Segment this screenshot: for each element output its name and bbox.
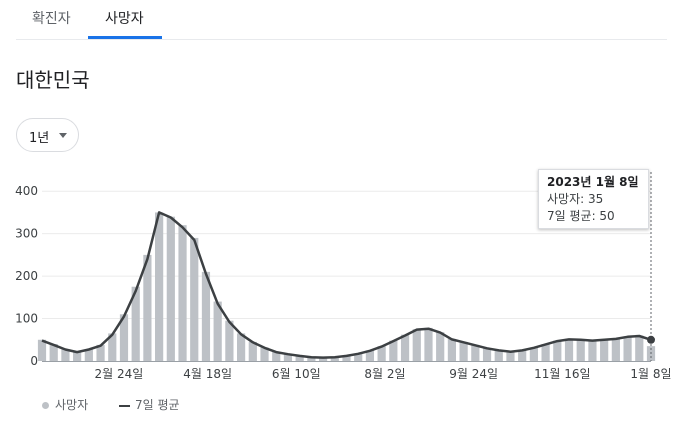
x-tick-label: 9월 24일 [449,367,498,381]
death-bar [600,339,609,361]
death-bar [553,340,562,361]
death-bar [541,344,550,361]
death-bar [518,350,527,361]
death-bar [84,349,93,361]
daily-deaths-bars [37,212,656,361]
death-bar [260,347,269,361]
death-bar [389,340,398,361]
death-bar [143,254,152,361]
death-bar [236,333,246,361]
death-bar [588,340,597,361]
y-axis-ticks: 0 100 200 300 400 [15,184,38,368]
death-bar [506,351,515,361]
data-tooltip: 2023년 1월 8일 사망자: 35 7일 평균: 50 [538,169,649,229]
death-bar [354,353,363,361]
line-legend-swatch [119,405,130,407]
x-axis-ticks: 2월 24일 4월 18일 6월 10일 8월 2일 9월 24일 11월 16일 1월 8… [95,367,672,381]
time-range-label: 1년 [29,131,50,146]
tooltip-average: 7일 평균: 50 [547,209,615,223]
death-bar [447,338,457,361]
bar-legend-swatch [42,402,49,409]
death-bar [494,350,503,361]
tab-confirmed-cases[interactable]: 확진자 [32,11,71,27]
x-tick-label: 1월 8일 [630,367,671,381]
tooltip-deaths: 사망자: 35 [547,192,604,206]
death-bar [37,339,47,361]
death-bar [166,216,175,361]
death-bar [529,347,538,361]
death-bar [108,333,117,361]
death-bar [482,348,492,361]
death-bar [295,355,304,361]
death-bar [412,329,421,361]
x-tick-label: 6월 10일 [272,367,321,381]
death-bar [564,338,574,361]
death-bar [131,286,140,361]
death-bar [576,339,585,361]
legend-deaths: 사망자 [55,398,89,412]
death-bar [400,334,410,361]
death-bar [283,353,293,361]
x-tick-label: 8월 2일 [364,367,405,381]
tab-bar: 확진자 사망자 [16,0,667,40]
y-tick-label: 200 [15,269,38,283]
death-bar [213,301,222,361]
death-bar [73,351,82,361]
time-range-dropdown[interactable]: 1년 [16,118,79,152]
tooltip-date: 2023년 1월 8일 [547,175,639,189]
death-bar [190,237,199,361]
death-bar [436,332,445,361]
death-bar [611,338,620,361]
death-bar [635,335,644,361]
x-tick-label: 2월 24일 [95,367,144,381]
active-tab-indicator [88,36,162,39]
death-bar [377,346,386,361]
x-tick-label: 11월 16일 [534,367,590,381]
death-bar [307,357,316,361]
y-tick-label: 100 [15,312,38,326]
seven-day-average-line [41,211,652,359]
death-bar [225,320,234,361]
death-bar [623,336,632,361]
chevron-down-icon [59,133,67,138]
death-bar [365,350,375,361]
y-tick-label: 300 [15,227,38,241]
death-bar [178,225,187,361]
death-bar [342,355,351,361]
region-title: 대한민국 [16,68,90,92]
tab-deaths[interactable]: 사망자 [105,11,144,27]
y-tick-label: 0 [30,354,38,368]
death-bar [471,344,480,361]
death-bar [272,351,281,361]
hover-point [647,335,655,344]
x-tick-label: 4월 18일 [183,367,232,381]
death-bar [459,341,468,361]
y-tick-label: 400 [15,184,38,198]
death-bar [424,327,433,361]
death-bar [330,357,339,361]
death-bar [248,341,257,361]
death-bar [49,344,58,361]
legend-seven-day-average: 7일 평균 [135,398,180,412]
death-bar [318,357,328,361]
death-bar [96,344,105,361]
death-bar [119,314,129,361]
death-bar [155,212,164,361]
death-bar [61,349,70,361]
death-bar [201,271,211,361]
